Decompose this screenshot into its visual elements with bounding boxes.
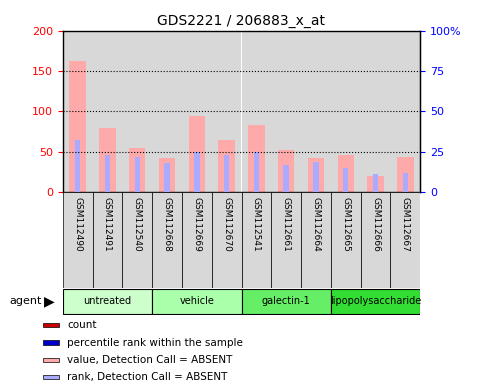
Bar [122,31,152,192]
Text: GSM112669: GSM112669 [192,197,201,252]
FancyBboxPatch shape [212,192,242,288]
Bar [397,157,413,192]
Text: GSM112670: GSM112670 [222,197,231,252]
Bar [278,150,294,192]
Bar [75,140,80,192]
Bar [135,157,140,192]
FancyBboxPatch shape [361,192,390,288]
FancyBboxPatch shape [331,290,420,313]
Text: percentile rank within the sample: percentile rank within the sample [67,338,243,348]
Bar [361,31,390,192]
FancyBboxPatch shape [122,192,152,288]
Text: value, Detection Call = ABSENT: value, Detection Call = ABSENT [67,355,232,365]
Text: GSM112666: GSM112666 [371,197,380,252]
Text: GSM112490: GSM112490 [73,197,82,252]
Bar [189,116,205,192]
Bar [403,173,408,192]
FancyBboxPatch shape [63,290,152,313]
Text: GSM112667: GSM112667 [401,197,410,252]
Bar [284,166,289,192]
Bar [248,125,265,192]
FancyBboxPatch shape [93,192,122,288]
Text: GSM112541: GSM112541 [252,197,261,252]
Text: count: count [67,320,97,330]
Text: GSM112664: GSM112664 [312,197,320,252]
Bar [254,152,259,192]
Bar [99,128,115,192]
Bar [338,155,354,192]
Bar [373,174,378,192]
FancyBboxPatch shape [390,192,420,288]
Bar [159,158,175,192]
Bar [224,155,229,192]
FancyBboxPatch shape [182,192,212,288]
Text: GSM112661: GSM112661 [282,197,291,252]
Bar [194,152,199,192]
FancyBboxPatch shape [242,192,271,288]
Bar [93,31,122,192]
Bar [218,141,235,192]
Bar [271,31,301,192]
Text: GSM112540: GSM112540 [133,197,142,252]
Bar [43,375,59,379]
Text: ▶: ▶ [43,295,54,308]
Text: GSM112665: GSM112665 [341,197,350,252]
Bar [105,155,110,192]
Bar [43,358,59,362]
Bar [368,176,384,192]
Text: GSM112491: GSM112491 [103,197,112,252]
Bar [43,323,59,327]
Bar [308,158,324,192]
Bar [343,168,348,192]
Bar [212,31,242,192]
Bar [301,31,331,192]
FancyBboxPatch shape [271,192,301,288]
FancyBboxPatch shape [63,192,93,288]
FancyBboxPatch shape [301,192,331,288]
Bar [242,31,271,192]
Text: galectin-1: galectin-1 [262,296,311,306]
Bar [313,162,319,192]
Text: rank, Detection Call = ABSENT: rank, Detection Call = ABSENT [67,372,227,382]
Bar [152,31,182,192]
Bar [70,61,86,192]
FancyBboxPatch shape [242,290,331,313]
Text: untreated: untreated [84,296,131,306]
Bar [331,31,361,192]
FancyBboxPatch shape [152,192,182,288]
Text: GSM112668: GSM112668 [163,197,171,252]
Bar [43,341,59,344]
Text: vehicle: vehicle [179,296,214,306]
FancyBboxPatch shape [331,192,361,288]
Bar [390,31,420,192]
Title: GDS2221 / 206883_x_at: GDS2221 / 206883_x_at [157,14,326,28]
Bar [129,148,145,192]
FancyBboxPatch shape [152,290,242,313]
Bar [182,31,212,192]
Text: agent: agent [10,296,42,306]
Bar [63,31,93,192]
Text: lipopolysaccharide: lipopolysaccharide [330,296,421,306]
Bar [164,163,170,192]
